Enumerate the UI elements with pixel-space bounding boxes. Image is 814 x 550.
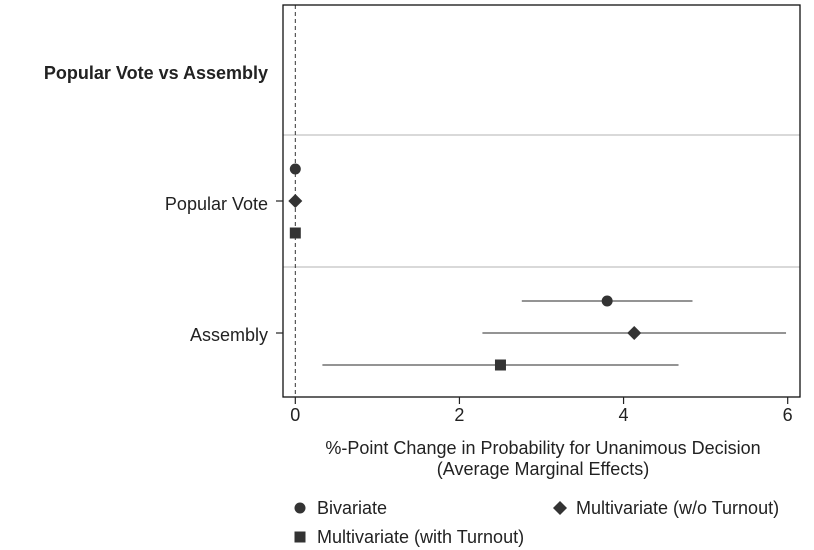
legend-label-bivariate: Bivariate [317,498,387,518]
data-marks [288,163,787,371]
data-point-circle [601,295,613,307]
data-point-circle [289,163,301,175]
legend-label-multivariate-with-turnout: Multivariate (with Turnout) [317,527,524,547]
legend-square-icon [294,531,306,543]
legend-label-multivariate-wo-turnout: Multivariate (w/o Turnout) [576,498,779,518]
x-tick-label: 2 [454,405,464,425]
legend-circle-icon [294,502,306,514]
data-point-diamond [288,194,303,208]
legend-diamond-icon [553,501,567,515]
group-header: Popular Vote vs Assembly [44,63,268,83]
plot-area [276,4,801,404]
x-tick-label: 0 [290,405,300,425]
category-label-popular-vote: Popular Vote [165,194,268,214]
legend-marker [294,502,306,514]
data-point-diamond [627,326,642,340]
data-point-square [494,359,506,371]
data-point-square [289,227,301,239]
x-tick-label: 6 [783,405,793,425]
plot-frame [282,4,801,398]
category-label-assembly: Assembly [190,325,268,345]
legend: Bivariate Multivariate (w/o Turnout) Mul… [294,498,779,547]
x-axis-title-line1: %-Point Change in Probability for Unanim… [325,438,760,458]
x-axis-title-line2: (Average Marginal Effects) [437,459,649,479]
legend-marker [294,531,306,543]
x-tick-label: 4 [619,405,629,425]
legend-marker [553,501,567,515]
